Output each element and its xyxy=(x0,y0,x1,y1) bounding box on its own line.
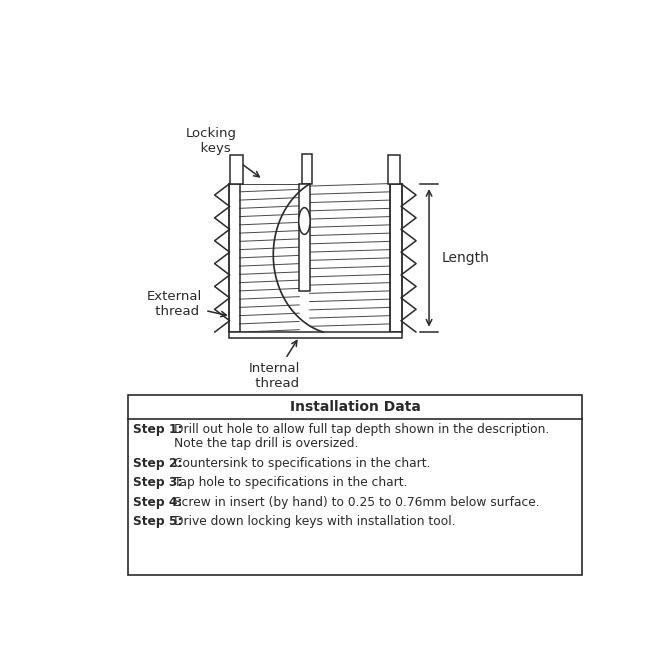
Text: Step 1:: Step 1: xyxy=(133,423,183,436)
Text: Tap hole to specifications in the chart.: Tap hole to specifications in the chart. xyxy=(174,476,407,489)
Text: External
 thread: External thread xyxy=(147,290,226,318)
Bar xyxy=(299,184,310,291)
Text: Internal
 thread: Internal thread xyxy=(249,340,301,389)
Text: Length: Length xyxy=(442,251,490,265)
Text: Countersink to specifications in the chart.: Countersink to specifications in the cha… xyxy=(174,457,430,470)
Text: Note the tap drill is oversized.: Note the tap drill is oversized. xyxy=(174,437,358,450)
Text: Installation Data: Installation Data xyxy=(289,400,421,414)
Bar xyxy=(230,155,243,184)
Text: Step 5:: Step 5: xyxy=(133,515,183,529)
Text: Step 4:: Step 4: xyxy=(133,496,182,509)
Text: Locking
  keys: Locking keys xyxy=(186,127,259,177)
Ellipse shape xyxy=(299,208,310,234)
Bar xyxy=(387,155,401,184)
Bar xyxy=(128,395,582,575)
Text: Screw in insert (by hand) to 0.25 to 0.76mm below surface.: Screw in insert (by hand) to 0.25 to 0.7… xyxy=(174,496,539,509)
Bar xyxy=(229,332,401,338)
Text: Step 2:: Step 2: xyxy=(133,457,183,470)
Text: Drive down locking keys with installation tool.: Drive down locking keys with installatio… xyxy=(174,515,455,529)
Text: Drill out hole to allow full tap depth shown in the description.: Drill out hole to allow full tap depth s… xyxy=(174,423,549,436)
Text: Step 3:: Step 3: xyxy=(133,476,182,489)
Bar xyxy=(302,154,312,184)
